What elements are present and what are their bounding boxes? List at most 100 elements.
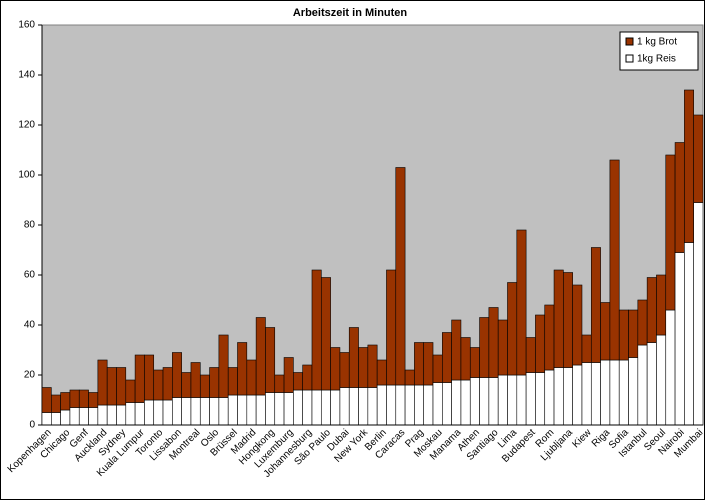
bar-segment [507,282,518,376]
bar-segment [544,369,555,426]
y-tick-label: 80 [24,220,36,231]
bar-segment [358,347,369,388]
bar-segment [311,269,322,391]
bar-segment [684,89,694,243]
bar-segment [674,252,685,426]
bar-segment [181,397,192,426]
bar-segment [488,377,499,426]
bar-segment [97,404,108,426]
bar-segment [162,399,173,426]
bar-segment [274,392,285,426]
bar-segment [469,347,480,378]
bar-segment [451,319,462,381]
bar-segment [553,269,564,368]
bar-segment [320,277,331,391]
bar-segment [199,374,210,398]
bar-segment [479,317,490,378]
bar-segment [60,392,71,411]
bar-segment [665,309,676,426]
bar-segment [525,337,536,373]
bar-segment [106,404,117,426]
bar-segment [386,269,397,386]
bar-segment [237,342,248,396]
bar-segment [302,364,313,391]
y-tick-label: 40 [24,320,36,331]
bar-segment [41,412,52,426]
bar-segment [367,344,378,388]
legend-swatch [625,54,634,63]
bar-segment [274,374,285,393]
y-tick-label: 140 [18,70,35,81]
bar-segment [265,327,276,393]
bar-segment [134,354,145,403]
bar-segment [348,387,359,426]
bar-segment [134,402,145,426]
bar-segment [237,394,248,426]
bar-segment [590,362,601,426]
bar-segment [609,159,620,361]
bar-segment [535,372,546,426]
bar-segment [386,384,397,426]
bar-segment [60,409,71,426]
y-tick-label: 160 [18,20,35,31]
bar-segment [51,412,61,426]
bar-segment [628,357,639,426]
bar-segment [693,114,704,203]
bar-segment [395,384,406,426]
bar-segment [339,352,350,388]
bar-segment [88,407,99,426]
bar-segment [172,352,182,398]
bar-segment [637,344,648,426]
bar-segment [116,404,127,426]
bar-segment [311,389,322,426]
bar-segment [442,332,452,383]
bar-segment [581,362,592,426]
bar-segment [684,242,694,426]
bar-segment [507,374,518,426]
bar-segment [563,272,573,368]
bar-segment [153,399,164,426]
bar-segment [609,359,620,426]
bar-segment [516,374,527,426]
bar-segment [376,384,387,426]
bar-segment [442,382,452,426]
bar-segment [544,304,555,371]
bar-segment [656,274,667,336]
bar-segment [404,384,415,426]
bar-segment [246,359,257,396]
bar-segment [330,389,341,426]
bar-segment [293,372,303,391]
bar-segment [600,302,611,361]
bar-segment [153,369,164,401]
bar-segment [451,379,462,426]
bar-segment [69,407,80,426]
y-tick-label: 60 [24,270,36,281]
bar-segment [665,154,676,311]
bar-segment [199,397,210,426]
bar-segment [125,379,136,403]
y-tick-label: 20 [24,370,36,381]
bar-segment [618,359,629,426]
bar-segment [423,384,434,426]
bar-segment [190,362,201,398]
bar-segment [88,392,99,408]
bar-segment [367,387,378,426]
bar-segment [41,387,52,413]
bar-segment [116,367,127,406]
bar-segment [693,202,704,426]
bar-segment [497,319,508,376]
bar-segment [209,397,220,426]
bar-segment [395,167,406,386]
chart-title: Arbeitszeit in Minuten [293,7,408,19]
legend-label: 1kg Reis [637,54,676,65]
bar-segment [330,347,341,391]
y-tick-label: 0 [29,420,35,431]
bar-segment [432,382,443,426]
bar-segment [255,317,266,396]
bar-segment [265,392,276,426]
y-tick-label: 100 [18,170,35,181]
bar-segment [646,277,657,343]
bar-segment [125,402,136,426]
bar-segment [218,334,229,398]
bar-segment [618,309,629,361]
